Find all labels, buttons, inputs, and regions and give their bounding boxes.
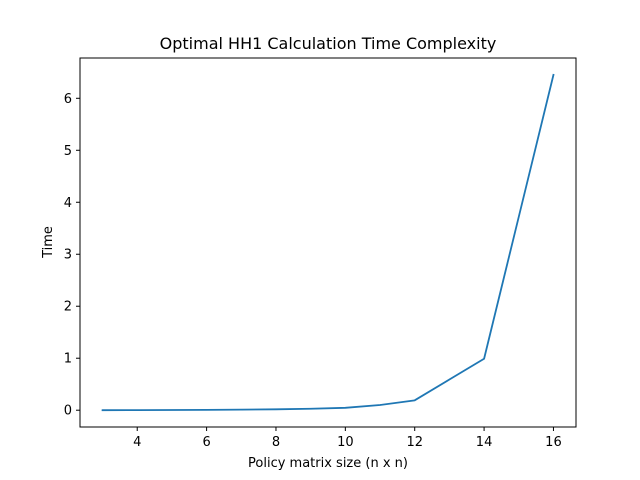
x-tick-label: 14 [476,435,493,450]
y-tick-label: 3 [64,248,72,263]
series-line [101,73,555,412]
x-tick-label: 10 [337,435,354,450]
chart-title: Optimal HH1 Calculation Time Complexity [160,34,497,53]
y-axis-label: Time [41,226,56,259]
x-tick-label: 16 [545,435,562,450]
y-tick-label: 5 [64,144,72,159]
x-tick-label: 6 [202,435,210,450]
x-tick-label: 8 [272,435,280,450]
y-tick-label: 1 [64,352,72,367]
x-axis: 4 6 8 10 12 14 16 [133,427,562,450]
y-tick-label: 2 [64,300,72,315]
x-tick-label: 4 [133,435,141,450]
y-tick-label: 6 [64,92,72,107]
series-layer [101,73,555,412]
y-tick-label: 4 [64,196,72,211]
x-tick-label: 12 [406,435,423,450]
axes-frame [79,57,577,428]
y-axis: 0 1 2 3 4 5 6 [64,92,80,419]
y-tick-label: 0 [64,404,72,419]
x-axis-label: Policy matrix size (n x n) [248,456,408,471]
